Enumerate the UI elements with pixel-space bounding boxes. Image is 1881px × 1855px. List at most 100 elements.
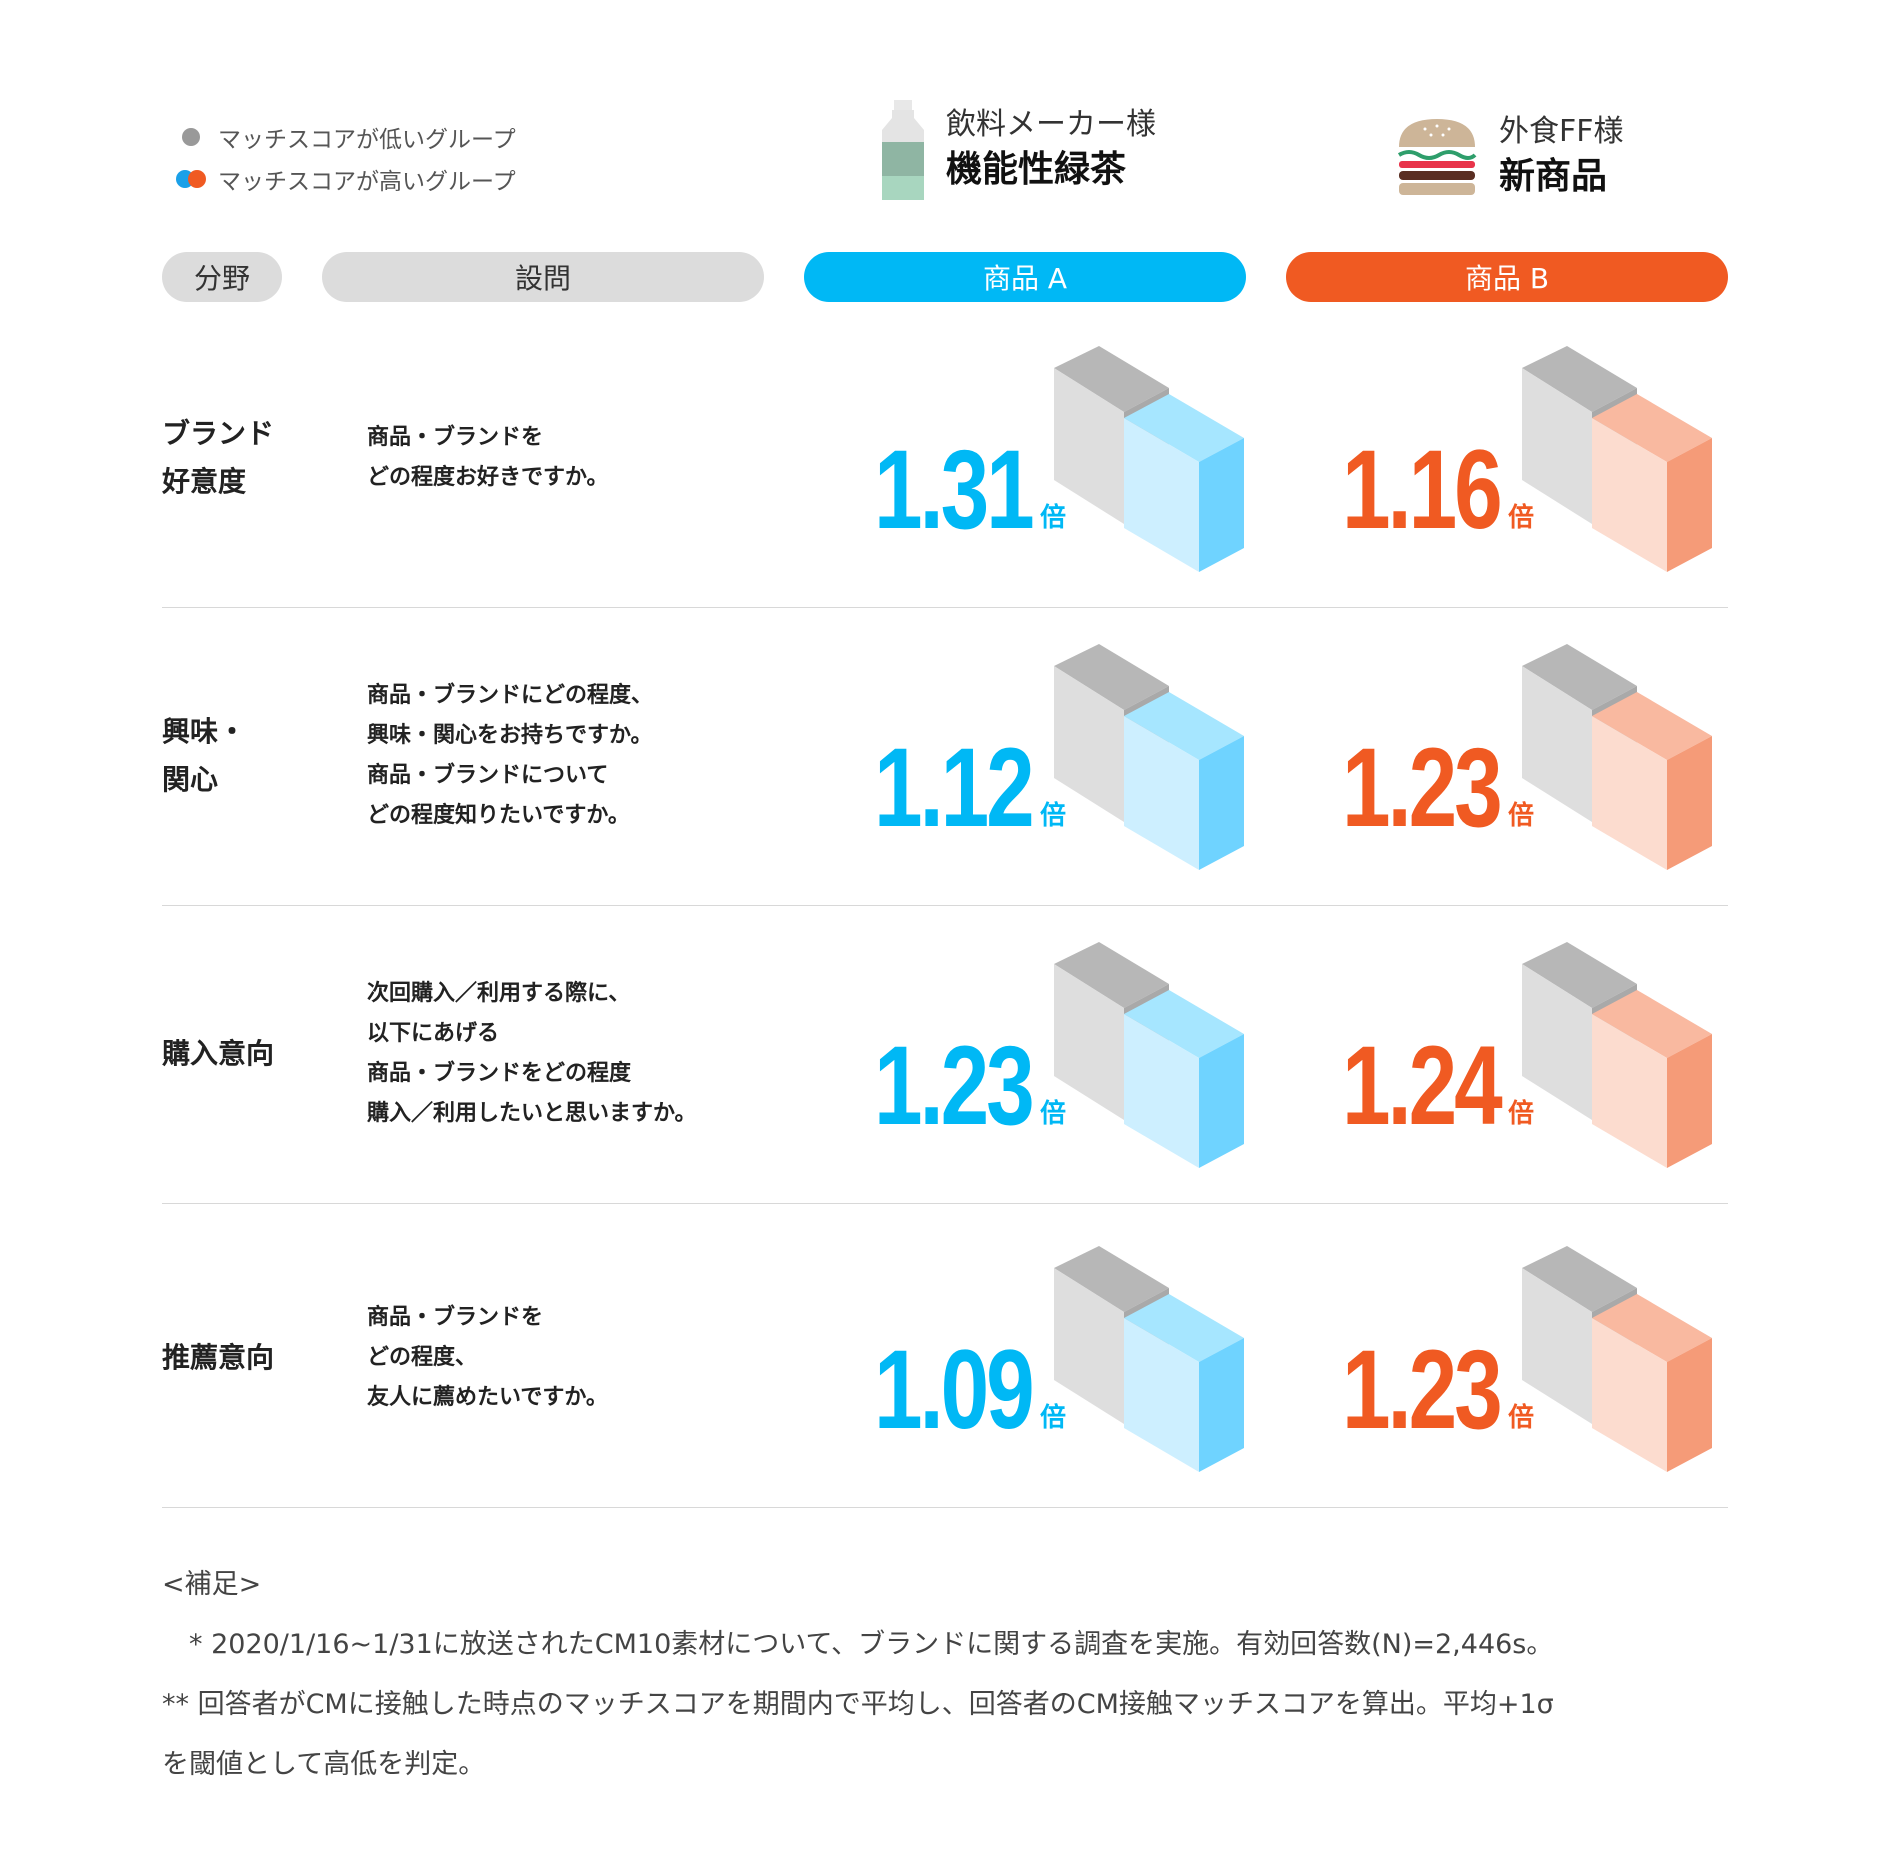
low-group-block-face <box>1522 1268 1592 1424</box>
client-a: 飲料メーカー様 機能性緑茶 <box>880 100 1156 200</box>
header-product-b: 商品 B <box>1286 252 1728 302</box>
low-group-block-face <box>1054 368 1124 524</box>
bottle-icon <box>882 100 924 200</box>
high-group-block-face <box>1592 716 1667 870</box>
metric-product-a: 1.12 倍 <box>874 606 1244 906</box>
value-unit: 倍 <box>1507 1403 1534 1433</box>
row-divider <box>162 607 1728 608</box>
low-group-block-face <box>1054 644 1169 710</box>
value-product-b: 1.23 <box>1342 725 1503 850</box>
field-label: 興味・ 関心 <box>162 715 247 796</box>
high-group-dot-icon <box>176 170 212 188</box>
row-divider <box>162 1507 1728 1508</box>
high-group-block-face <box>1124 394 1244 462</box>
low-group-block-face <box>1054 666 1124 822</box>
high-group-block-face <box>1592 1318 1667 1472</box>
isometric-blocks-b <box>1522 346 1712 572</box>
low-group-block-face <box>1522 942 1637 1008</box>
low-group-dot-icon <box>182 128 200 146</box>
value-unit: 倍 <box>1507 1099 1534 1129</box>
isometric-blocks-a <box>1054 942 1244 1168</box>
high-group-block-face <box>1124 990 1244 1058</box>
isometric-blocks-b <box>1522 1246 1712 1472</box>
legend-label-low: マッチスコアが低いグループ <box>218 127 516 153</box>
high-group-block-face <box>1124 716 1199 870</box>
table-row: 購入意向 次回購入／利用する際に、 以下にあげる 商品・ブランドをどの程度 購入／… <box>162 904 1728 1204</box>
isometric-blocks-b <box>1522 644 1712 870</box>
burger-icon <box>1397 119 1477 195</box>
value-unit: 倍 <box>1039 1099 1066 1129</box>
high-group-block-face <box>1199 736 1244 870</box>
metric-product-b: 1.24 倍 <box>1342 904 1712 1204</box>
isometric-blocks-a <box>1054 346 1244 572</box>
high-group-block-face <box>1592 394 1712 462</box>
high-group-block-face <box>1592 1014 1667 1168</box>
high-group-block-face <box>1124 1014 1199 1168</box>
low-group-block-face <box>1054 964 1124 1120</box>
isometric-blocks-a <box>1054 1246 1244 1472</box>
legend-label-high: マッチスコアが高いグループ <box>218 169 516 195</box>
high-group-block-face <box>1667 438 1712 572</box>
low-group-block-face <box>1522 666 1592 822</box>
value-unit: 倍 <box>1507 801 1534 831</box>
high-group-block-face <box>1199 1034 1244 1168</box>
value-product-b: 1.16 <box>1342 427 1503 552</box>
field-label: 推薦意向 <box>162 1341 275 1374</box>
high-group-block-face <box>1199 1338 1244 1472</box>
question-text: 商品・ブランドを どの程度、 友人に薦めたいですか。 <box>367 1305 608 1410</box>
value-unit: 倍 <box>1039 503 1066 533</box>
low-group-block-face <box>1522 644 1637 710</box>
notes-line-3: を閾値として高低を判定。 <box>162 1749 486 1780</box>
high-group-block-face <box>1124 418 1199 572</box>
header-product-a: 商品 A <box>804 252 1246 302</box>
high-group-block-face <box>1592 692 1712 760</box>
metric-product-b: 1.23 倍 <box>1342 1208 1712 1508</box>
value-unit: 倍 <box>1507 503 1534 533</box>
high-group-block-face <box>1592 1294 1712 1362</box>
isometric-blocks-b <box>1522 942 1712 1168</box>
notes-heading: <補足> <box>162 1569 262 1600</box>
high-group-block-face <box>1667 1034 1712 1168</box>
question-text: 次回購入／利用する際に、 以下にあげる 商品・ブランドをどの程度 購入／利用した… <box>367 981 697 1126</box>
client-a-product: 機能性緑茶 <box>946 149 1127 190</box>
value-product-b: 1.23 <box>1342 1327 1503 1452</box>
high-group-block-face <box>1124 1318 1199 1472</box>
value-product-a: 1.09 <box>874 1327 1035 1452</box>
metric-product-b: 1.16 倍 <box>1342 308 1712 608</box>
client-a-company: 飲料メーカー様 <box>946 107 1156 142</box>
metric-product-b: 1.23 倍 <box>1342 606 1712 906</box>
high-group-block-face <box>1592 418 1667 572</box>
high-group-block-face <box>1667 1338 1712 1472</box>
high-group-block-face <box>1592 990 1712 1058</box>
value-unit: 倍 <box>1039 1403 1066 1433</box>
table-row: 推薦意向 商品・ブランドを どの程度、 友人に薦めたいですか。 1.09 倍 1.23 倍 <box>162 1208 1728 1508</box>
legend-item-low: マッチスコアが低いグループ <box>176 116 516 158</box>
isometric-blocks-a <box>1054 644 1244 870</box>
high-group-block-face <box>1124 692 1244 760</box>
legend: マッチスコアが低いグループ マッチスコアが高いグループ <box>176 116 516 200</box>
value-product-b: 1.24 <box>1342 1023 1503 1148</box>
field-label: ブランド 好意度 <box>162 417 275 498</box>
low-group-block-face <box>1054 942 1169 1008</box>
low-group-block-face <box>1522 1246 1637 1312</box>
value-product-a: 1.23 <box>874 1023 1035 1148</box>
table-row: 興味・ 関心 商品・ブランドにどの程度、 興味・関心をお持ちですか。 商品・ブラン… <box>162 606 1728 906</box>
row-divider <box>162 1203 1728 1204</box>
client-b-company: 外食FF様 <box>1499 114 1624 149</box>
high-group-block-face <box>1667 736 1712 870</box>
low-group-block-face <box>1522 346 1637 412</box>
high-group-block-face <box>1124 1294 1244 1362</box>
table-row: ブランド 好意度 商品・ブランドを どの程度お好きですか。 1.31 倍 1.16 倍 <box>162 308 1728 608</box>
notes: <補足> * 2020/1/16~1/31に放送されたCM10素材について、ブラ… <box>162 1555 1722 1795</box>
low-group-block-face <box>1522 368 1592 524</box>
client-b: 外食FF様 新商品 <box>1395 112 1624 202</box>
metric-product-a: 1.09 倍 <box>874 1208 1244 1508</box>
metric-product-a: 1.23 倍 <box>874 904 1244 1204</box>
low-group-block-face <box>1054 1268 1124 1424</box>
low-group-block-face <box>1522 964 1592 1120</box>
low-group-block-face <box>1054 1246 1169 1312</box>
header-question: 設問 <box>322 252 764 302</box>
field-label: 購入意向 <box>162 1037 275 1070</box>
value-product-a: 1.31 <box>874 427 1035 552</box>
value-unit: 倍 <box>1039 801 1066 831</box>
